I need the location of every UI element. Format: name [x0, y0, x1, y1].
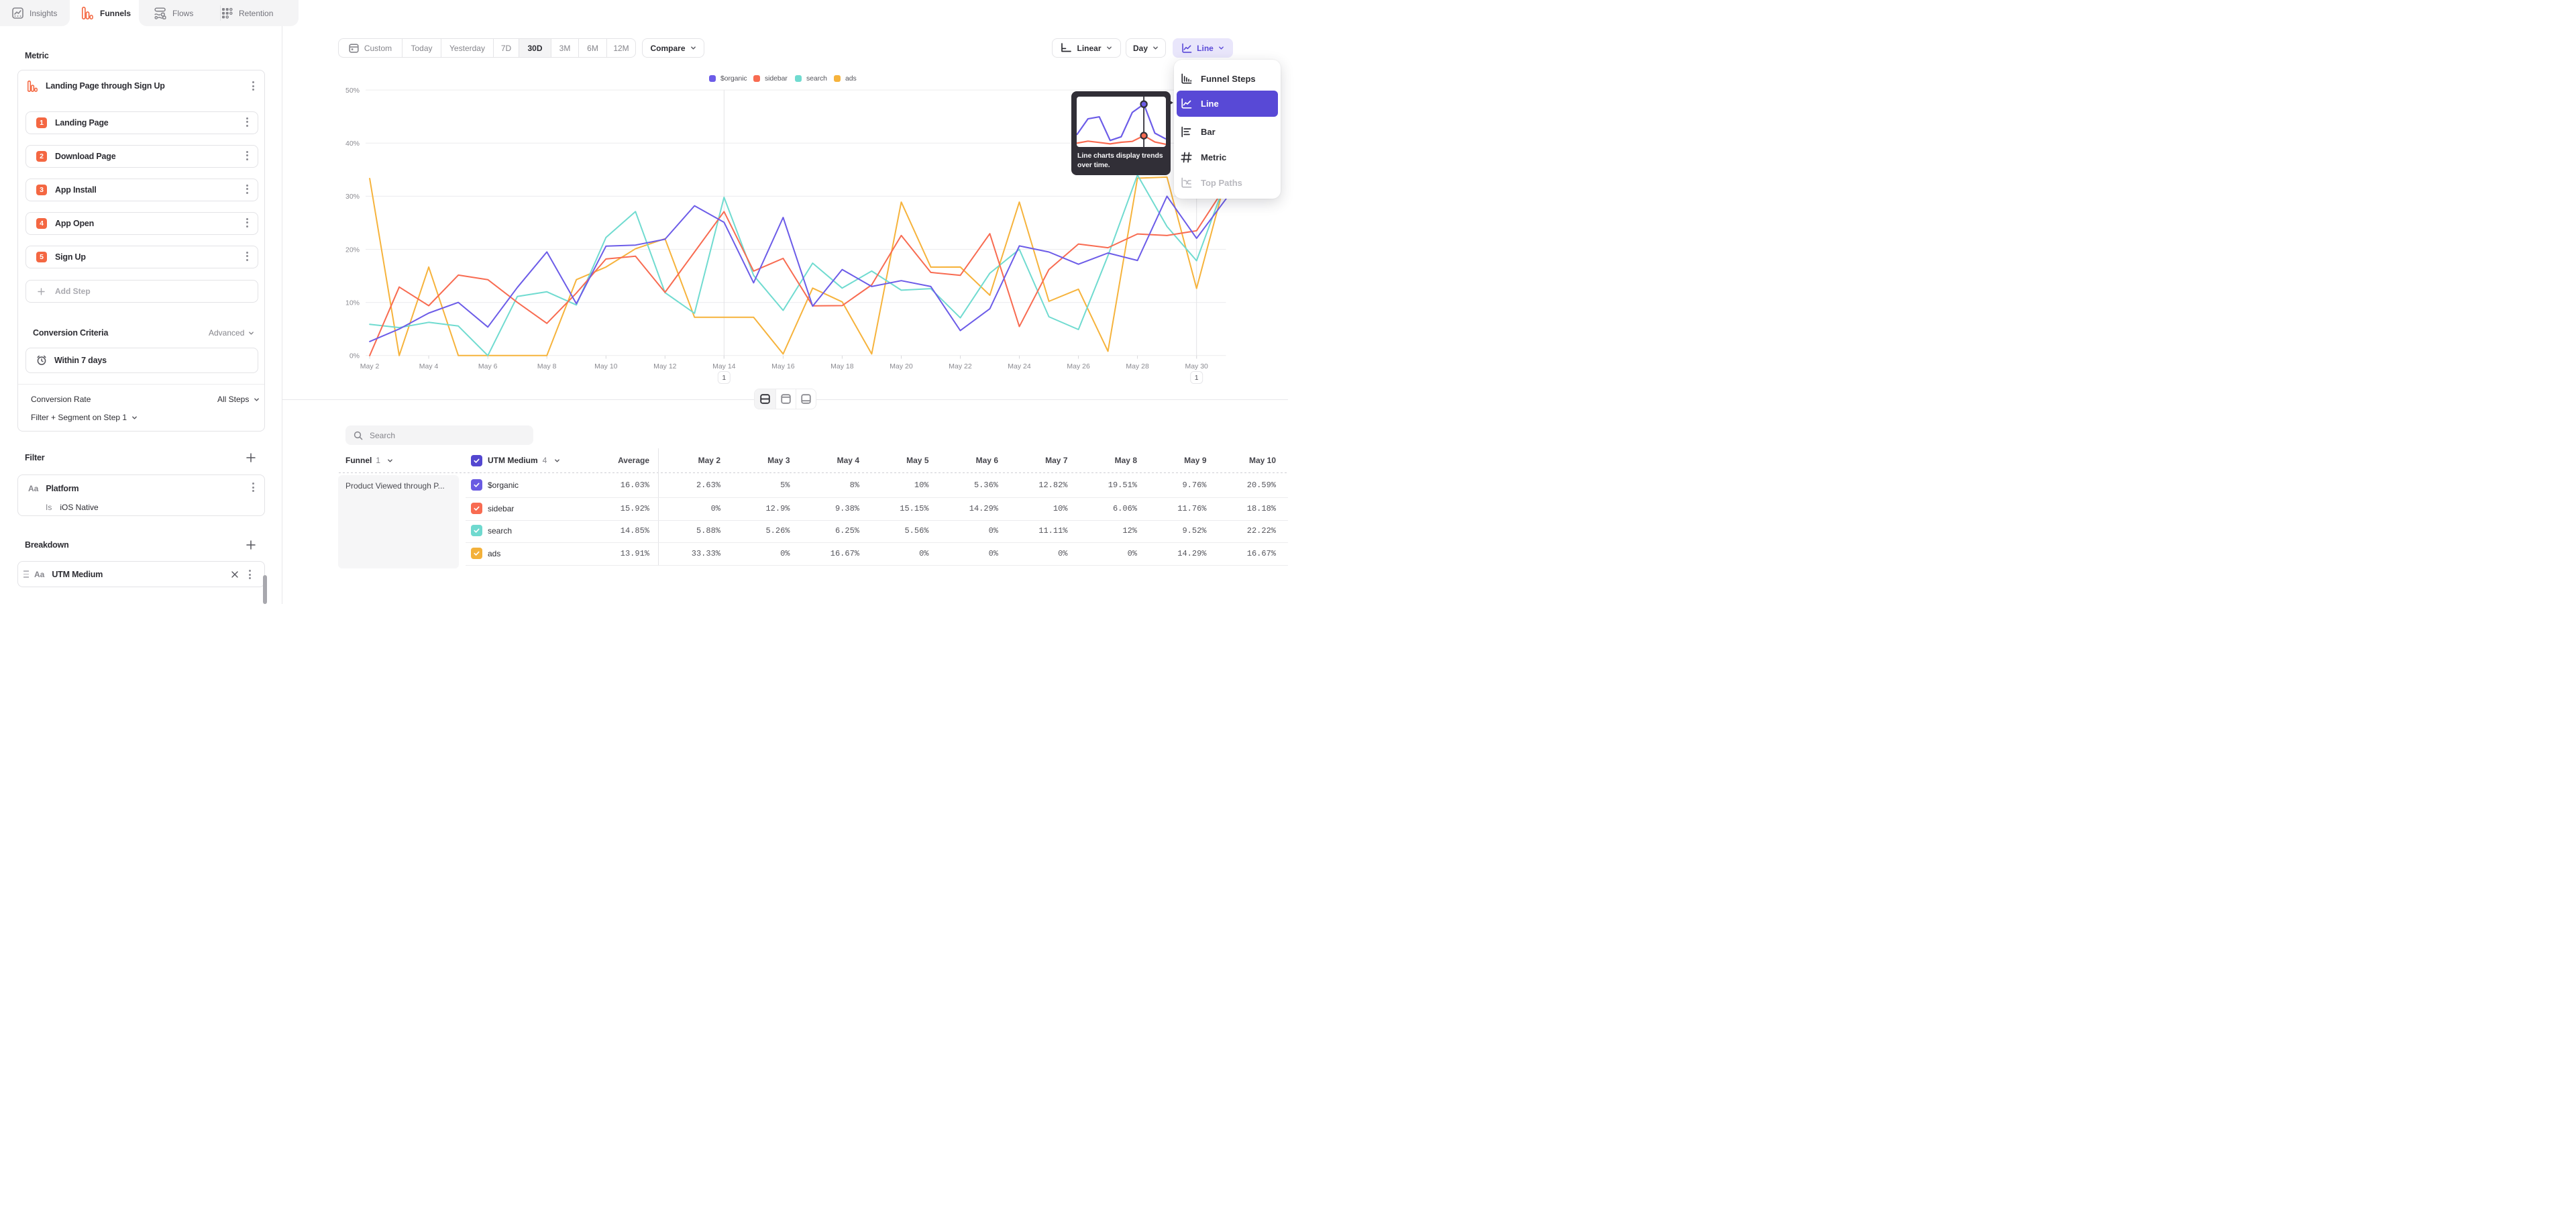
svg-text:May 20: May 20	[890, 362, 913, 370]
svg-text:May 16: May 16	[771, 362, 795, 370]
svg-text:0%: 0%	[350, 352, 360, 360]
svg-text:May 22: May 22	[949, 362, 972, 370]
svg-text:50%: 50%	[345, 87, 360, 95]
svg-text:May 30: May 30	[1185, 362, 1208, 370]
svg-text:30%: 30%	[345, 193, 360, 201]
svg-text:20%: 20%	[345, 246, 360, 254]
svg-text:May 2: May 2	[360, 362, 380, 370]
svg-text:May 18: May 18	[830, 362, 854, 370]
svg-text:May 10: May 10	[594, 362, 618, 370]
svg-text:May 28: May 28	[1126, 362, 1149, 370]
svg-text:40%: 40%	[345, 140, 360, 148]
svg-text:May 8: May 8	[537, 362, 557, 370]
svg-text:May 14: May 14	[712, 362, 736, 370]
svg-text:10%: 10%	[345, 299, 360, 307]
svg-text:1: 1	[722, 374, 726, 382]
svg-text:May 12: May 12	[653, 362, 677, 370]
svg-text:May 4: May 4	[419, 362, 439, 370]
svg-text:May 26: May 26	[1067, 362, 1090, 370]
svg-text:May 6: May 6	[478, 362, 498, 370]
svg-text:May 24: May 24	[1008, 362, 1031, 370]
svg-text:1: 1	[1195, 374, 1199, 382]
